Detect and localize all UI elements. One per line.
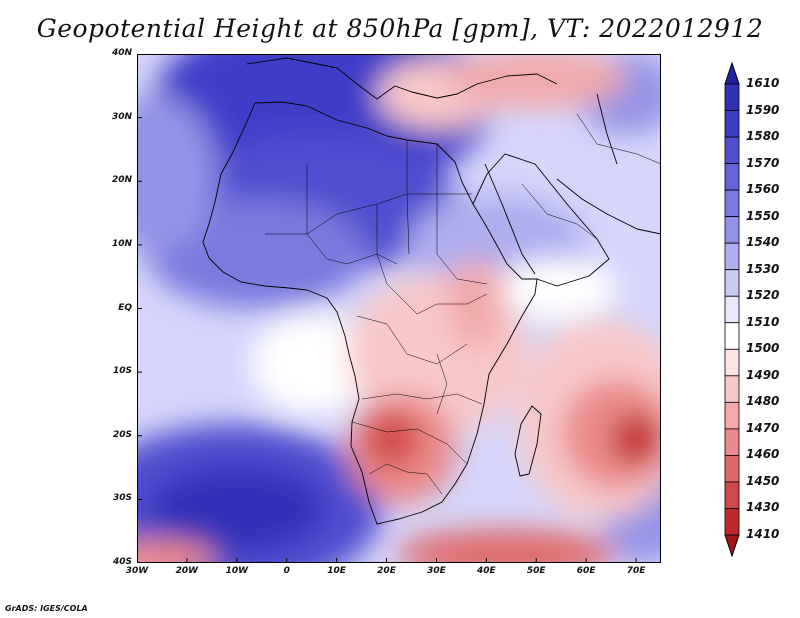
colorbar-segment	[724, 455, 740, 483]
lon-label-10e: 10E	[327, 566, 346, 576]
colorbar-segment	[724, 163, 740, 191]
colorbar-label: 1480	[746, 394, 780, 409]
field-southern-low	[397, 529, 617, 563]
lon-label-70e: 70E	[626, 566, 646, 576]
colorbar-segment	[724, 428, 740, 456]
colorbar-label: 1540	[746, 235, 780, 250]
colorbar-segment	[724, 348, 740, 377]
colorbar-label: 1410	[746, 527, 780, 541]
colorbar-segment	[724, 295, 740, 324]
colorbar-segment	[724, 322, 740, 350]
colorbar-segment	[724, 401, 740, 430]
colorbar-segment	[724, 110, 740, 138]
lat-label-20s: 20S	[112, 429, 132, 440]
map-title: Geopotential Height at 850hPa [gpm], VT:…	[36, 14, 764, 43]
lat-label-40s: 40S	[112, 557, 132, 567]
colorbar-segment	[724, 481, 740, 509]
colorbar-top-triangle	[724, 62, 740, 85]
colorbar-label: 1460	[746, 447, 780, 462]
map-frame	[137, 54, 661, 563]
colorbar-segment	[724, 242, 740, 271]
lon-label-20w: 20W	[175, 566, 199, 576]
lat-label-10s: 10S	[112, 366, 132, 377]
colorbar-label: 1530	[746, 261, 780, 276]
colorbar	[724, 62, 740, 557]
colorbar-label: 1430	[746, 500, 780, 515]
europe-coastline	[246, 57, 558, 100]
field-horn-neutral	[497, 259, 617, 319]
lon-label-30e: 30E	[427, 566, 446, 576]
lon-label-40e: 40E	[476, 566, 496, 576]
colorbar-label: 1500	[746, 341, 780, 356]
colorbar-label: 1560	[746, 182, 780, 197]
colorbar-label: 1510	[746, 314, 780, 329]
lat-label-eq: EQ	[118, 302, 132, 313]
height-field	[137, 54, 661, 563]
colorbar-label: 1590	[746, 102, 780, 117]
lat-label-20n: 20N	[111, 175, 132, 186]
lon-label-10w: 10W	[225, 566, 249, 576]
field-southern-africa-core	[364, 411, 420, 467]
field-gulf-guinea	[252, 314, 372, 414]
lat-label-10n: 10N	[111, 238, 132, 249]
colorbar-label: 1550	[746, 208, 780, 223]
colorbar-segment	[724, 375, 740, 403]
lon-label-60e: 60E	[576, 566, 596, 576]
colorbar-segment	[724, 189, 740, 218]
coastlines	[202, 57, 661, 525]
colorbar-segment	[724, 216, 740, 244]
colorbar-label: 1490	[746, 367, 780, 382]
colorbar-segment	[724, 136, 740, 164]
field-south-atlantic-core	[147, 464, 327, 554]
lat-label-30n: 30N	[111, 111, 132, 122]
colorbar-label: 1470	[746, 420, 780, 435]
colorbar-bottom-triangle	[724, 534, 740, 557]
colorbar-label: 1570	[746, 155, 780, 170]
colorbar-label: 1520	[746, 288, 780, 303]
lon-label-30w: 30W	[125, 566, 149, 576]
colorbar-label: 1610	[746, 76, 780, 90]
field-indian-ocean-core	[612, 414, 661, 464]
colorbar-segment	[724, 269, 740, 297]
field-sw-low	[137, 539, 217, 563]
red-sea-coast	[484, 163, 536, 275]
lat-label-40n: 40N	[111, 48, 132, 58]
colorbar-label: 1450	[746, 473, 780, 488]
africa-coastline	[202, 101, 538, 525]
colorbar-label: 1580	[746, 129, 780, 144]
grads-credit: GrADS: IGES/COLA	[5, 604, 88, 613]
colorbar-segment	[724, 83, 740, 111]
lat-label-30s: 30S	[112, 493, 132, 504]
lon-label-20e: 20E	[377, 566, 396, 576]
lon-label-0: 0	[283, 566, 290, 576]
lon-label-50e: 50E	[526, 566, 546, 576]
field-east-africa-low	[447, 259, 507, 349]
field-atlantic-north	[137, 94, 217, 254]
persian-gulf-coast	[556, 178, 661, 235]
field-aegean-low	[447, 54, 627, 109]
map-svg	[137, 54, 661, 563]
arabia-coastline	[472, 153, 610, 287]
caspian-coast	[596, 93, 618, 165]
madagascar-coastline	[514, 405, 542, 477]
colorbar-segment	[724, 508, 740, 536]
geopotential-map	[137, 54, 661, 563]
country-borders	[265, 113, 661, 495]
